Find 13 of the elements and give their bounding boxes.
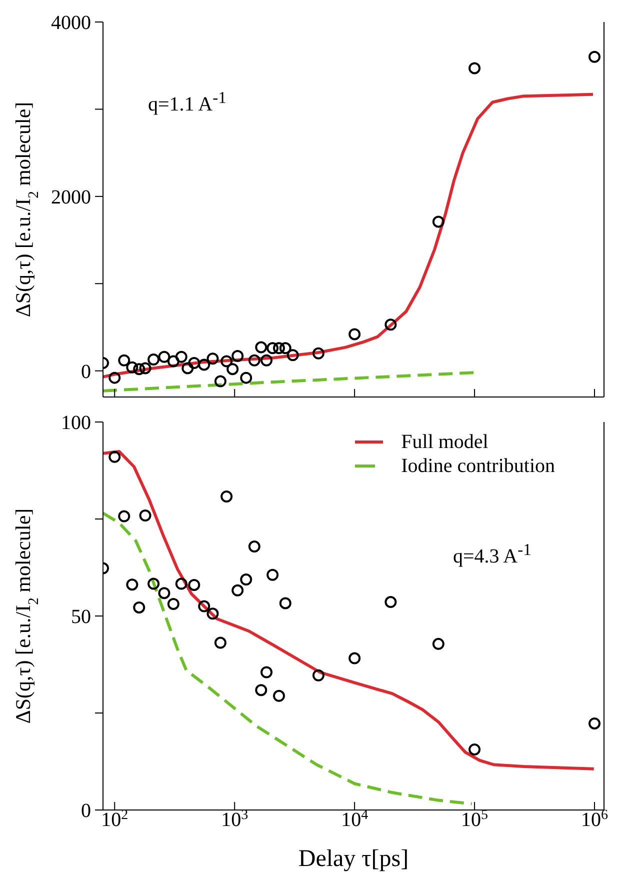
- y-tick-label: 4000: [51, 12, 91, 34]
- legend-label: Iodine contribution: [401, 454, 555, 478]
- x-tick-label: 10$^{4}$: [341, 808, 368, 831]
- annotation: q=4.3 A$^{-1}$: [453, 540, 532, 569]
- y-tick-label: 0: [81, 800, 91, 822]
- y-tick-label: 0: [81, 360, 91, 383]
- y-tick-label: 2000: [51, 186, 91, 209]
- y-tick-label: 100: [61, 412, 91, 434]
- legend-label: Full model: [401, 430, 488, 454]
- x-tick-label: 10$^{6}$: [581, 808, 608, 831]
- x-axis-title: Delay τ[ps]: [298, 846, 409, 872]
- y-tick-label: 50: [71, 606, 91, 628]
- annotation: q=1.1 A$^{-1}$: [148, 88, 226, 117]
